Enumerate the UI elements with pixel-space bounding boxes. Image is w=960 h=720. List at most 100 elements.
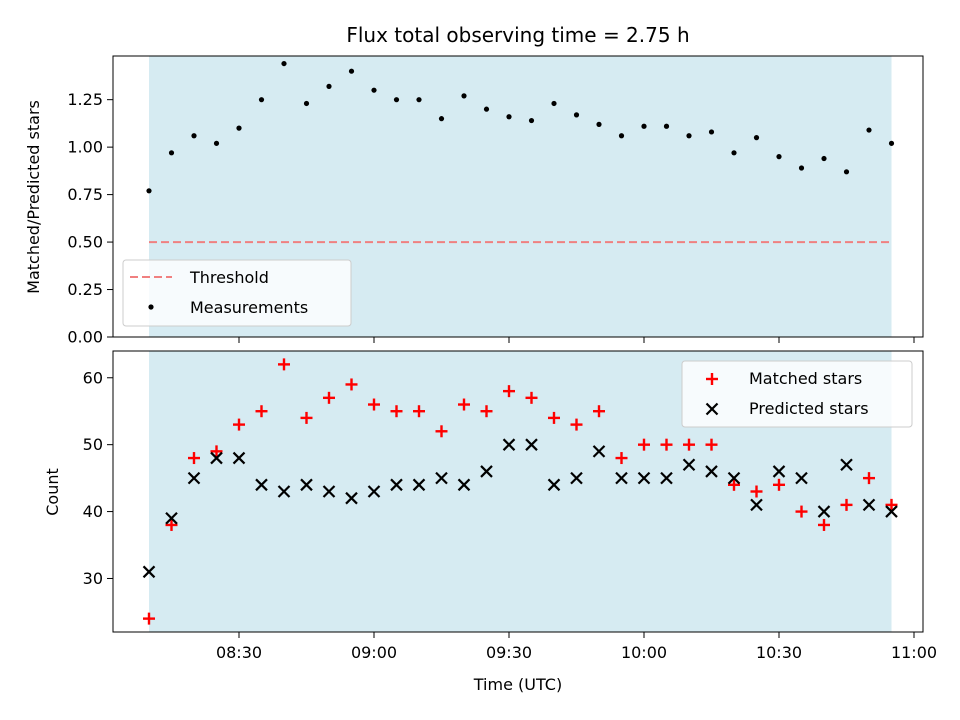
predicted-star-point [232, 451, 246, 465]
measurement-point [213, 140, 220, 146]
predicted-star-point [142, 565, 156, 579]
bottom-y-tick-label: 60 [83, 368, 103, 387]
matched-star-point [188, 452, 200, 465]
predicted-star-point [255, 478, 268, 492]
matched-star-point [863, 472, 875, 485]
measurement-point [461, 93, 467, 99]
predicted-stars-points [142, 438, 898, 579]
measurement-point [528, 117, 535, 124]
matched-star-point [773, 478, 785, 491]
top-y-tick-label: 0.50 [67, 233, 103, 252]
x-tick-label: 11:00 [891, 643, 937, 662]
matched-star-point [368, 398, 380, 411]
matched-star-point [278, 358, 290, 371]
x-tick-label: 09:30 [486, 643, 532, 662]
bottom-y-tick-label: 30 [83, 569, 103, 588]
predicted-star-point [165, 511, 178, 525]
matched-star-point [840, 498, 853, 511]
measurement-point [303, 100, 310, 107]
matched-star-point [818, 518, 830, 531]
matched-star-point [390, 405, 403, 418]
measurement-point [348, 68, 355, 74]
legend-matched-label: Matched stars [749, 369, 862, 388]
top-y-tick-label: 1.25 [67, 90, 103, 109]
measurement-point [641, 123, 647, 129]
matched-star-point [728, 478, 740, 491]
predicted-star-point [750, 498, 763, 512]
x-tick-label: 08:30 [216, 643, 262, 662]
measurement-point [866, 127, 872, 133]
legend-predicted-label: Predicted stars [749, 399, 869, 418]
matched-star-point [683, 438, 695, 451]
measurement-point [551, 100, 557, 107]
top-panel-frame [112, 55, 924, 338]
matched-star-point [165, 518, 178, 531]
predicted-star-point [570, 471, 583, 485]
top-y-axis-ticks: 0.00 0.25 0.50 0.75 1.00 1.25 [67, 90, 113, 347]
measurement-point [371, 87, 377, 93]
matched-star-point [525, 391, 538, 404]
matched-star-point [570, 418, 583, 431]
predicted-star-point [480, 465, 493, 478]
legend-measurements-swatch [148, 304, 154, 310]
legend-plus-marker [706, 373, 718, 385]
x-tick-label: 09:00 [351, 643, 397, 662]
predicted-star-point [817, 505, 831, 518]
matched-star-point [705, 438, 718, 451]
predicted-star-point [345, 491, 358, 505]
predicted-star-point [795, 471, 808, 485]
top-x-axis-ticks [238, 337, 915, 343]
predicted-star-point [615, 471, 628, 485]
bottom-legend-box [681, 360, 913, 428]
predicted-star-point [660, 471, 673, 485]
predicted-star-point [412, 478, 426, 492]
matched-star-point [300, 411, 313, 424]
top-y-tick-label: 1.00 [67, 138, 103, 157]
predicted-star-point [525, 438, 538, 451]
predicted-star-point [885, 505, 898, 518]
measurement-point [393, 97, 400, 103]
legend-threshold-label: Threshold [189, 268, 269, 287]
predicted-star-point [592, 445, 606, 458]
matched-star-point [458, 398, 470, 411]
matched-star-point [143, 612, 155, 625]
top-legend-box [122, 259, 352, 327]
predicted-star-point [727, 471, 741, 485]
predicted-star-point [367, 485, 381, 498]
bottom-x-axis-ticks: 08:30 09:00 09:30 10:00 10:30 11:00 [216, 632, 937, 662]
measurement-point [573, 112, 580, 118]
measurement-point [708, 129, 715, 135]
predicted-star-point [705, 465, 718, 478]
matched-star-point [255, 405, 268, 418]
predicted-star-point [862, 498, 876, 512]
predicted-star-point [502, 438, 516, 451]
predicted-star-point [300, 478, 313, 492]
measurement-point [596, 121, 602, 127]
predicted-star-point [840, 458, 853, 472]
measurement-point [416, 97, 422, 103]
measurement-point [731, 150, 737, 156]
matched-star-point [503, 385, 515, 398]
measurement-point [618, 133, 625, 139]
measurement-point [843, 169, 850, 175]
measurement-point [438, 116, 445, 122]
bottom-panel-frame [112, 350, 924, 633]
top-legend: Threshold Measurements [122, 259, 352, 327]
matched-star-point [323, 391, 335, 404]
top-y-tick-label: 0.75 [67, 185, 103, 204]
matched-star-point [480, 405, 493, 418]
legend-predicted-swatch [705, 402, 719, 416]
bottom-y-axis-label: Count [43, 468, 62, 516]
measurement-points [146, 60, 895, 194]
measurement-point [663, 123, 670, 129]
x-tick-label: 10:30 [756, 643, 802, 662]
measurement-point [821, 155, 827, 162]
matched-star-point [638, 438, 650, 451]
matched-star-point [435, 425, 448, 438]
predicted-star-point [322, 485, 336, 498]
measurement-point [236, 125, 242, 131]
predicted-star-point [682, 458, 696, 472]
legend-measurements-label: Measurements [190, 298, 308, 317]
measurement-point [506, 114, 512, 120]
